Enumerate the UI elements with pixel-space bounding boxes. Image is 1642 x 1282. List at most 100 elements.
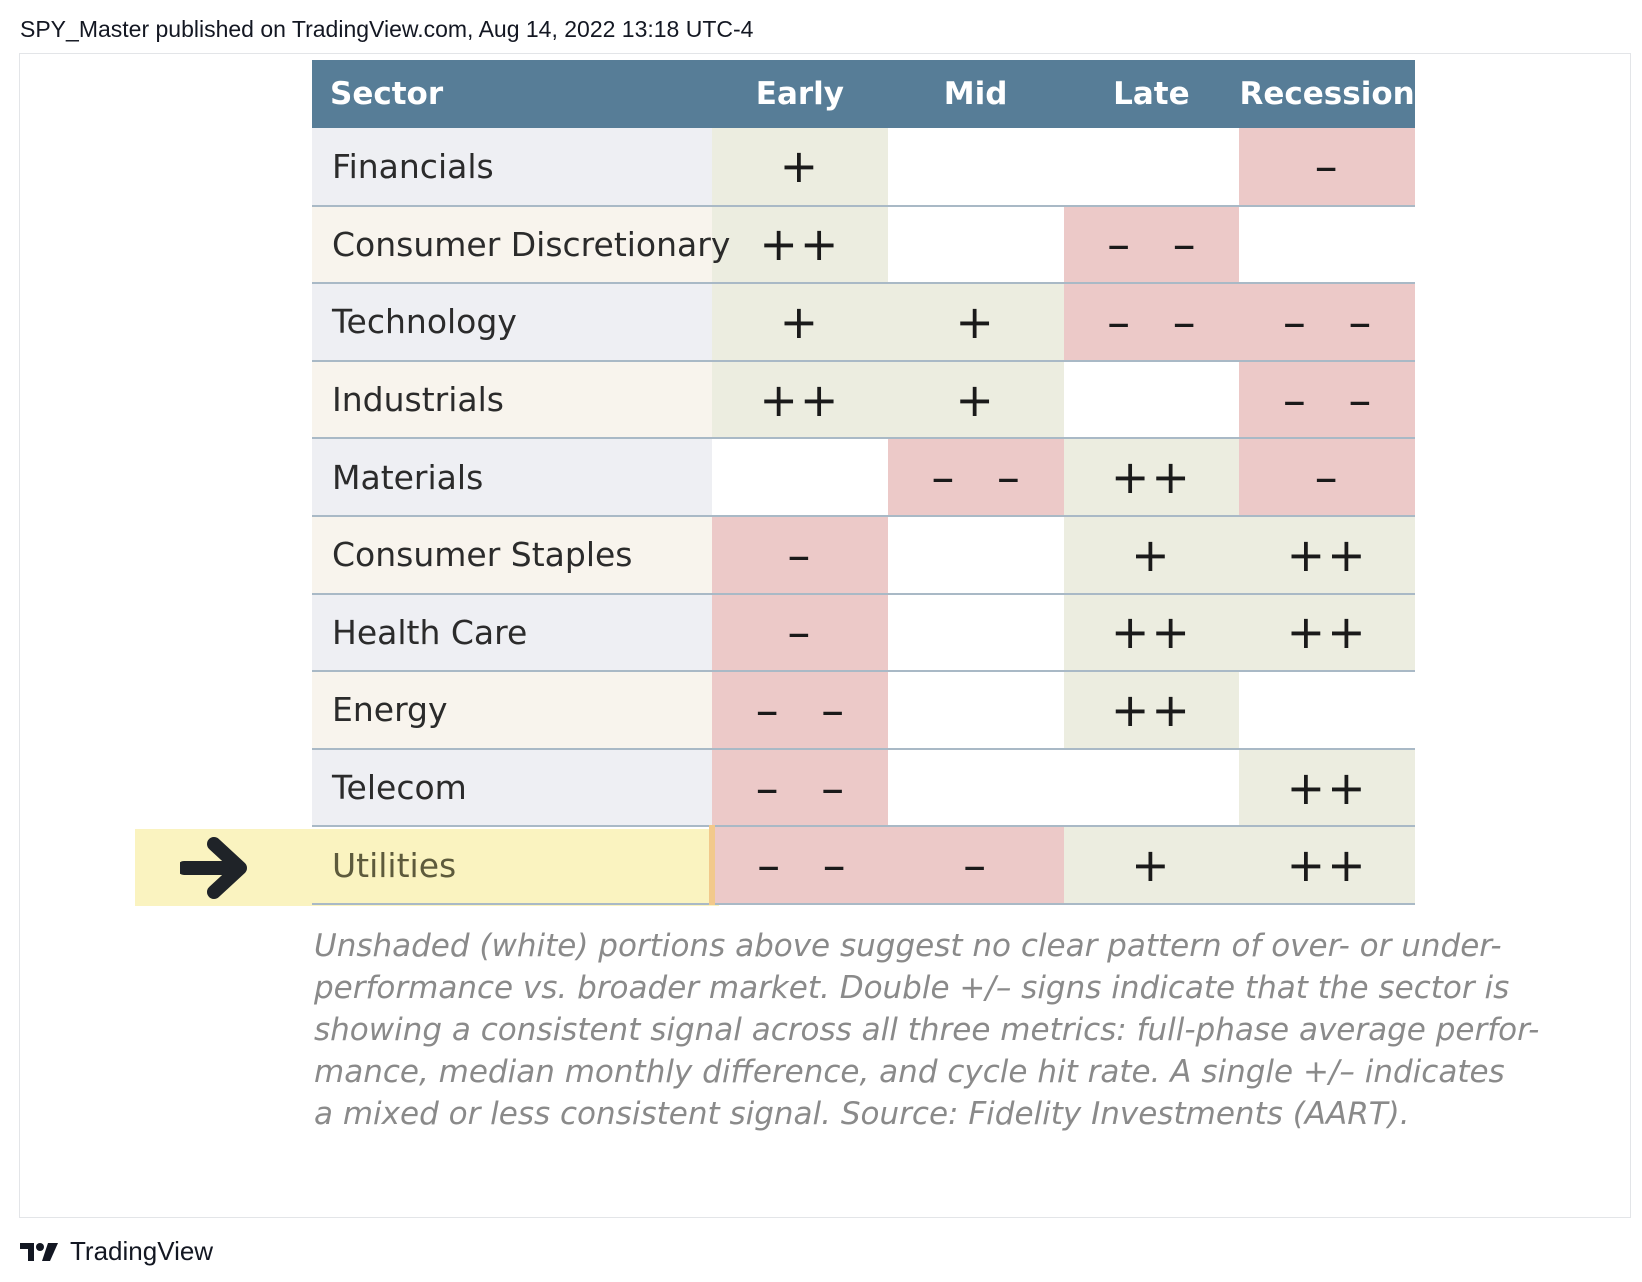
signal-cell-late: + (1063, 826, 1240, 905)
tradingview-brand[interactable]: TradingView (20, 1236, 213, 1267)
brand-name: TradingView (70, 1236, 214, 1266)
signal-value: – – (755, 760, 859, 815)
table-row: Industrials ++ + – – (312, 360, 1415, 440)
signal-value: – – (755, 682, 859, 737)
signal-cell-late: ++ (1063, 671, 1240, 750)
signal-cell-recession: ++ (1239, 826, 1415, 905)
signal-cell-recession: ++ (1239, 593, 1415, 673)
signal-value: + (779, 139, 821, 194)
signal-cell-late: ++ (1063, 593, 1240, 673)
signal-value: + (1131, 838, 1172, 893)
signal-value: ++ (1286, 838, 1368, 893)
column-header-recession: Recession (1239, 76, 1415, 112)
signal-value: – (1314, 450, 1340, 505)
sector-name: Consumer Staples (312, 515, 712, 595)
table-row: Utilities – – – + ++ (312, 826, 1415, 905)
sector-name: Materials (312, 438, 712, 517)
table-header-row: Sector Early Mid Late Recession (312, 60, 1415, 128)
signal-value: – – (757, 838, 860, 893)
table-row: Materials – – ++ – (312, 438, 1415, 517)
footnote: Unshaded (white) portions above suggest … (314, 925, 1540, 1135)
signal-value: ++ (759, 372, 841, 427)
table-row: Consumer Staples – + ++ (312, 515, 1415, 595)
signal-cell-recession (1239, 205, 1415, 285)
signal-cell-mid (887, 515, 1064, 595)
sector-performance-table: Sector Early Mid Late Recession Financials + –… (312, 60, 1415, 905)
sector-name: Technology (312, 283, 712, 362)
signal-value: – – (1282, 294, 1386, 349)
signal-value: – (1314, 139, 1340, 194)
table-row: Health Care – ++ ++ (312, 593, 1415, 673)
signal-value: + (1131, 527, 1172, 582)
signal-cell-late: – – (1063, 283, 1240, 362)
signal-value: ++ (1110, 682, 1192, 737)
signal-cell-early: ++ (712, 205, 888, 285)
signal-cell-recession: – – (1239, 283, 1415, 362)
signal-value: ++ (1110, 450, 1192, 505)
signal-cell-late: ++ (1063, 438, 1240, 517)
signal-value: – – (1107, 217, 1210, 272)
column-header-sector: Sector (330, 76, 444, 112)
table-row: Telecom – – ++ (312, 748, 1415, 828)
arrow-right-icon (180, 837, 247, 899)
signal-value: – – (1282, 372, 1386, 427)
signal-cell-mid: – – (887, 438, 1064, 517)
signal-cell-early: – – (712, 671, 888, 750)
table-row: Technology + + – – – – (312, 283, 1415, 362)
signal-cell-late: – – (1063, 205, 1240, 285)
sector-name: Financials (312, 128, 712, 207)
signal-value: ++ (759, 217, 841, 272)
signal-cell-early: – (712, 515, 888, 595)
signal-value: + (955, 294, 996, 349)
signal-value: + (779, 294, 821, 349)
signal-value: ++ (1286, 605, 1368, 660)
signal-cell-early: – – (712, 748, 888, 828)
signal-cell-mid (887, 671, 1064, 750)
signal-cell-recession (1239, 671, 1415, 750)
signal-cell-mid (887, 748, 1064, 828)
footnote-line: Unshaded (white) portions above suggest … (314, 928, 1502, 964)
signal-cell-recession: ++ (1239, 748, 1415, 828)
signal-cell-late (1063, 360, 1240, 440)
signal-value: – – (1107, 294, 1210, 349)
tradingview-logo-icon (20, 1242, 58, 1261)
footnote-line: performance vs. broader market. Double +… (314, 970, 1510, 1006)
signal-cell-recession: – (1239, 438, 1415, 517)
signal-cell-early: – (712, 593, 888, 673)
signal-cell-recession: ++ (1239, 515, 1415, 595)
signal-value: ++ (1286, 527, 1368, 582)
table-row: Financials + – (312, 128, 1415, 207)
signal-cell-mid (887, 593, 1064, 673)
signal-cell-mid: – (887, 826, 1064, 905)
column-header-early: Early (755, 76, 844, 112)
table-row: Energy – – ++ (312, 671, 1415, 750)
signal-value: – (787, 605, 813, 660)
signal-cell-early: ++ (712, 360, 888, 440)
signal-value: – (787, 527, 813, 582)
sector-name: Energy (312, 671, 712, 750)
signal-value: ++ (1286, 760, 1368, 815)
table-row: Consumer Discretionary ++ – – (312, 205, 1415, 285)
signal-cell-early: – – (712, 826, 888, 905)
signal-cell-recession: – – (1239, 360, 1415, 440)
footnote-line: showing a consistent signal across all t… (314, 1012, 1540, 1048)
signal-value: ++ (1110, 605, 1192, 660)
sector-name: Utilities (312, 826, 715, 905)
sector-name: Telecom (312, 748, 712, 828)
signal-value: – (963, 838, 989, 893)
table-body: Financials + – Consumer Discretionary ++ – – T… (312, 128, 1415, 905)
signal-cell-late (1063, 128, 1240, 207)
sector-name: Consumer Discretionary (312, 205, 730, 285)
signal-value: – – (931, 450, 1034, 505)
signal-cell-mid: + (887, 283, 1064, 362)
sector-name: Industrials (312, 360, 712, 440)
signal-cell-mid (887, 205, 1064, 285)
publish-info: SPY_Master published on TradingView.com,… (20, 16, 754, 42)
signal-cell-mid (887, 128, 1064, 207)
signal-cell-early (712, 438, 888, 517)
column-header-mid: Mid (943, 76, 1008, 112)
signal-cell-late (1063, 748, 1240, 828)
signal-cell-early: + (712, 283, 888, 362)
signal-cell-late: + (1063, 515, 1240, 595)
sector-name: Health Care (312, 593, 712, 673)
